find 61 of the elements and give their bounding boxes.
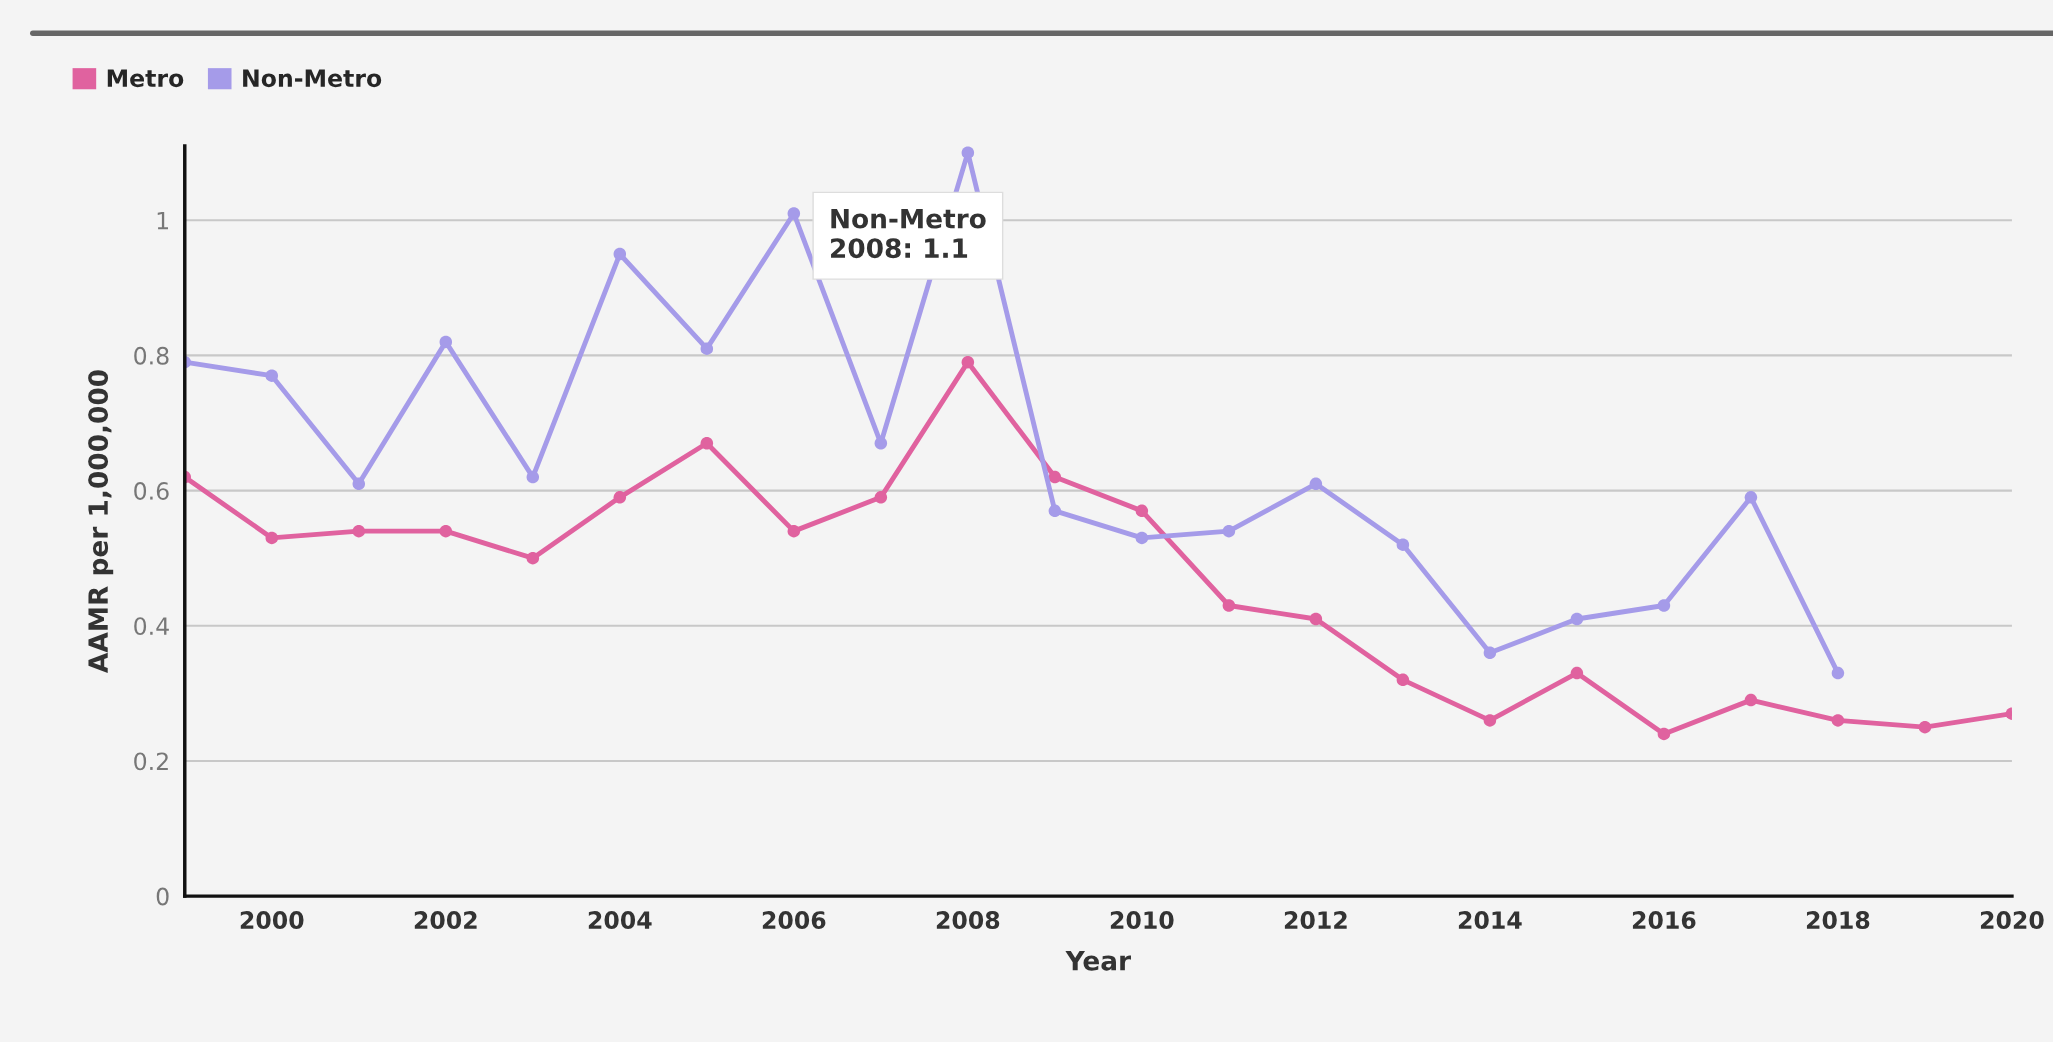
point	[1222, 524, 1236, 538]
point	[1222, 599, 1236, 612]
point	[1657, 727, 1671, 741]
point	[1135, 504, 1149, 518]
point	[1744, 491, 1758, 504]
point	[613, 491, 627, 504]
point	[1831, 666, 1845, 680]
legend-label: Non-Metro	[243, 69, 382, 88]
point	[1396, 538, 1410, 551]
point	[1918, 720, 1932, 734]
point	[613, 247, 627, 261]
point	[1657, 599, 1671, 612]
x-tick-label: 2008	[936, 911, 1000, 929]
point	[265, 369, 279, 382]
point	[1483, 714, 1497, 727]
point	[1048, 470, 1062, 484]
y-tick-label: 0.6	[134, 482, 169, 500]
point	[961, 146, 975, 159]
point	[1309, 612, 1323, 626]
legend-label: Metro	[107, 69, 184, 88]
y-tick-label: 1	[157, 211, 169, 230]
x-tick-label: 2006	[762, 911, 826, 929]
y-tick-label: 0	[156, 887, 169, 906]
y-tick-label: 0.8	[134, 346, 169, 365]
point	[1048, 504, 1062, 518]
point	[439, 335, 453, 349]
x-tick-label: 2018	[1806, 911, 1870, 929]
point	[874, 437, 888, 450]
point	[439, 524, 453, 538]
point	[1396, 673, 1410, 687]
point	[700, 342, 714, 355]
point	[352, 524, 366, 538]
x-tick-label: 2002	[414, 911, 477, 929]
point	[961, 355, 975, 369]
point	[1570, 666, 1584, 680]
annotation: Non-Metro 2008: 1.1	[831, 209, 986, 259]
point	[1744, 693, 1758, 707]
point	[787, 524, 801, 538]
point	[1135, 531, 1149, 545]
point	[526, 551, 540, 565]
y-axis-title: AAMR per 1,000,000	[88, 370, 114, 673]
x-tick-label: 2000	[240, 911, 304, 929]
y-tick-label: 0.4	[134, 617, 169, 636]
point	[265, 531, 279, 545]
y-tick-label: 0.2	[134, 752, 168, 771]
point	[787, 207, 801, 220]
point	[874, 491, 888, 504]
x-tick-label: 2012	[1284, 911, 1347, 929]
point	[700, 437, 714, 450]
x-axis-title: Year	[1065, 951, 1131, 971]
point	[1570, 612, 1584, 626]
point	[526, 470, 540, 484]
x-tick-label: 2016	[1632, 911, 1696, 929]
x-tick-label: 2014	[1458, 911, 1522, 929]
x-tick-label: 2010	[1110, 911, 1174, 929]
point	[1831, 714, 1845, 727]
x-tick-label: 2020	[1980, 911, 2044, 929]
point	[352, 477, 366, 491]
point	[1483, 646, 1497, 660]
x-tick-label: 2004	[588, 911, 652, 929]
point	[1309, 477, 1323, 491]
